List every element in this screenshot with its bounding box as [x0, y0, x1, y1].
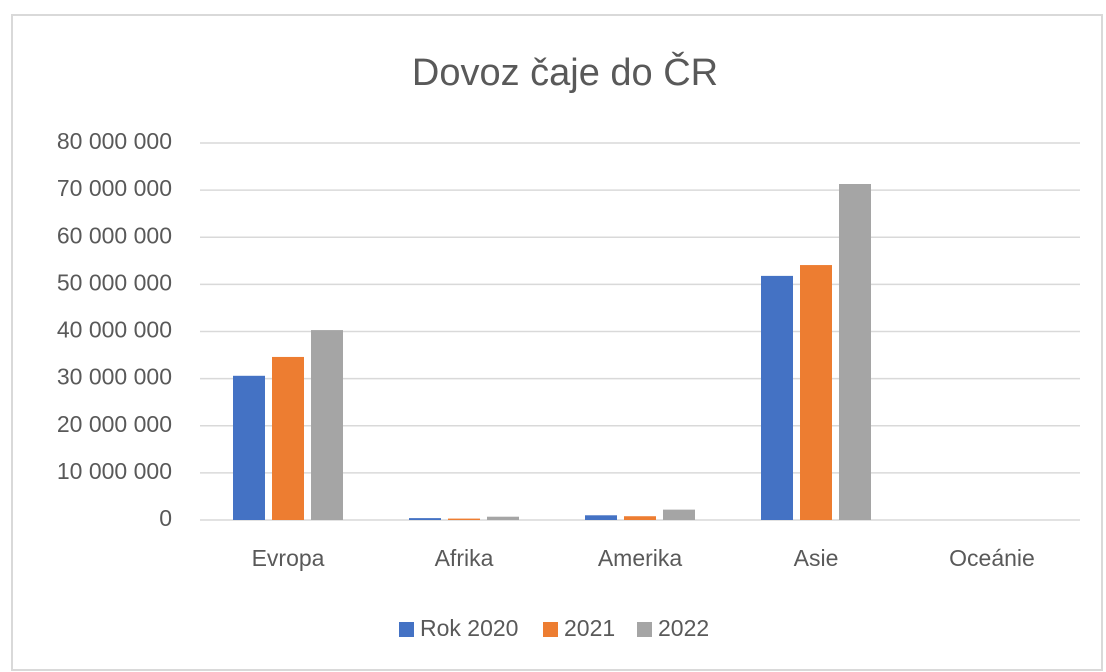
y-tick-label: 60 000 000: [57, 222, 172, 248]
y-tick-label: 80 000 000: [57, 128, 172, 154]
bar: [272, 356, 304, 520]
y-tick-label: 10 000 000: [57, 458, 172, 484]
legend-swatch: [637, 622, 652, 637]
y-tick-label: 70 000 000: [57, 175, 172, 201]
x-tick-label: Asie: [794, 545, 839, 571]
bar: [409, 518, 441, 520]
legend-label: 2022: [658, 615, 709, 641]
y-tick-label: 20 000 000: [57, 411, 172, 437]
bar: [839, 183, 871, 520]
y-tick-label: 0: [159, 505, 172, 531]
legend-label: 2021: [564, 615, 615, 641]
y-tick-label: 30 000 000: [57, 364, 172, 390]
legend-swatch: [399, 622, 414, 637]
x-tick-label: Oceánie: [949, 545, 1035, 571]
legend-swatch: [543, 622, 558, 637]
y-tick-label: 40 000 000: [57, 317, 172, 343]
bar: [448, 518, 480, 520]
x-tick-label: Afrika: [435, 545, 494, 571]
bar: [585, 515, 617, 520]
bar: [624, 516, 656, 520]
bar: [311, 330, 343, 520]
chart-title: Dovoz čaje do ČR: [412, 50, 718, 94]
bar: [663, 509, 695, 520]
x-tick-label: Amerika: [598, 545, 683, 571]
x-tick-label: Evropa: [252, 545, 325, 571]
bar: [761, 275, 793, 520]
y-tick-label: 50 000 000: [57, 269, 172, 295]
bar: [800, 265, 832, 520]
chart-border: [11, 14, 1103, 671]
legend-label: Rok 2020: [420, 615, 518, 641]
bar: [487, 516, 519, 520]
bar: [233, 375, 265, 520]
